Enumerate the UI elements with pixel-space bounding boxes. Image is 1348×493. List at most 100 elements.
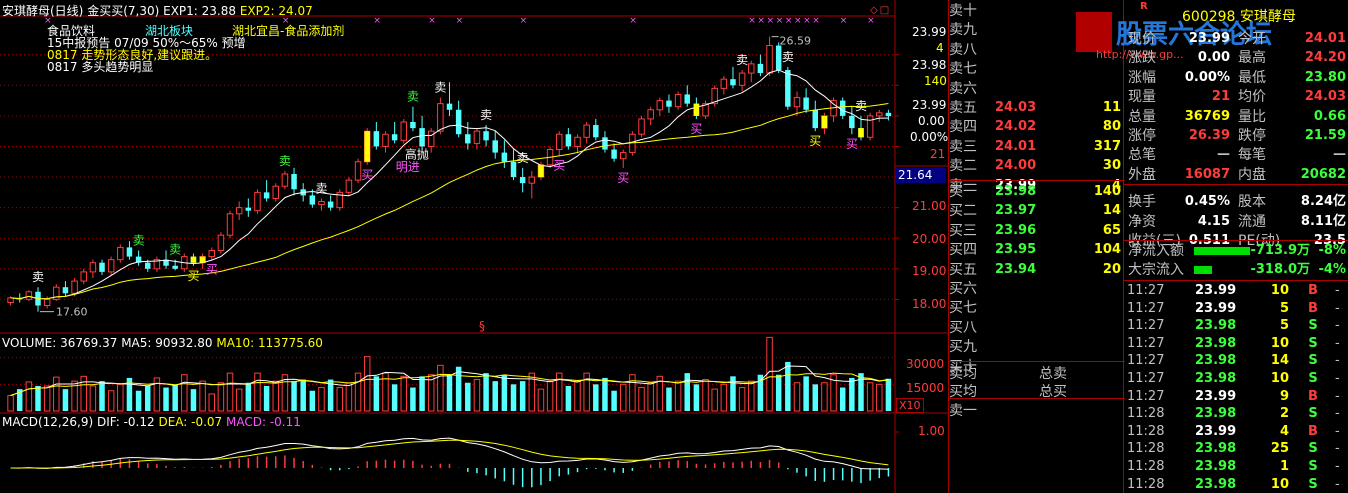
tick-price: 23.98 — [1195, 371, 1237, 386]
exp2-value: EXP2: 24.07 — [239, 4, 313, 18]
chart-header: 安琪酵母(日线) 金买买(7,30) EXP1: 23.88 EXP2: 24.… — [2, 2, 313, 19]
macd-dif: DIF: -0.12 — [96, 415, 155, 429]
candle-body-up — [647, 109, 654, 120]
volume-bar-up — [537, 388, 545, 412]
quote-label: PE(动) — [1238, 233, 1281, 249]
order-book-divider — [949, 180, 1125, 181]
bid-volume: 104 — [1093, 242, 1121, 258]
order-book-ask-row: 卖七 — [949, 60, 1125, 78]
tick-time: 11:28 — [1127, 441, 1165, 457]
candle-body-up — [702, 103, 709, 117]
quote-value: 4.15 — [1197, 213, 1230, 229]
candle-body-up — [71, 280, 78, 294]
tick-row: 11:27 23.99 10 B - — [1127, 282, 1348, 300]
signal-block — [190, 256, 197, 263]
buy-signal-label: 买 — [553, 159, 565, 173]
signal-block — [364, 131, 370, 162]
flow-row: 大宗流入 -318.0万 -4% — [1124, 261, 1348, 279]
tick-direction: B — [1308, 423, 1318, 439]
candle-body-down — [144, 262, 151, 269]
vol-axis-30000: 30000 — [906, 357, 945, 371]
candle-body-up — [583, 124, 590, 138]
volume-bar-up — [217, 382, 225, 412]
bid-level-label: 买八 — [949, 319, 977, 336]
volume-bar-up — [107, 390, 115, 412]
tick-volume: 4 — [1279, 423, 1289, 439]
ask-level-label: 卖五 — [949, 100, 977, 116]
axis-change-pct: 0.00% — [910, 130, 949, 144]
axis-change: 0.00 — [918, 114, 945, 128]
flow-pct: -4% — [1318, 262, 1346, 277]
bid-price: 23.97 — [995, 203, 1037, 219]
ask-volume: 317 — [1093, 138, 1121, 154]
quote-label: 股本 — [1238, 194, 1266, 211]
order-book-bid-row: 买九 — [949, 338, 1125, 356]
buy-signal-label: 买 — [690, 122, 702, 136]
order-book-bid-row: 买四 23.95 104 — [949, 241, 1125, 259]
section-mark: § — [479, 319, 485, 333]
candle-body-up — [89, 262, 97, 273]
advice-line-2: 0817 多头趋势明显 — [47, 60, 154, 74]
quote-label: 换手 — [1128, 194, 1156, 211]
volume-bar-up — [711, 388, 718, 412]
top-x-marker: × — [867, 16, 875, 26]
volume-bar-down — [126, 377, 133, 411]
volume-bar-up — [272, 380, 280, 412]
ask-price: 24.03 — [995, 100, 1037, 115]
order-book: 卖十 卖九 卖八 卖七 卖六 卖五 24.03 11 卖四 24.02 80 卖三 24.01 317 卖二… — [948, 0, 1125, 493]
sell-signal-label: 卖 — [407, 90, 419, 104]
sell-signal-label: 卖 — [169, 243, 181, 257]
candle-body-down — [391, 134, 398, 141]
quote-value: 24.20 — [1304, 50, 1346, 66]
quote-divider — [1124, 184, 1348, 185]
volume-bar-down — [684, 373, 690, 411]
window-controls[interactable]: ◇ □ — [870, 2, 894, 16]
volume-bar-down — [172, 385, 178, 411]
sell-signal-label: 卖 — [855, 99, 867, 113]
volume-bar-up — [318, 387, 325, 412]
tick-volume: 5 — [1279, 318, 1289, 334]
tick-volume: 9 — [1279, 388, 1289, 404]
candle-body-up — [25, 291, 33, 300]
volume-bar-up — [281, 374, 289, 412]
macd-dea-line — [10, 439, 889, 469]
tick-row: 11:27 23.99 9 B - — [1127, 388, 1348, 406]
candle-body-down — [135, 256, 142, 263]
tick-time: 11:27 — [1127, 353, 1165, 369]
tick-direction: S — [1308, 441, 1318, 457]
candle-body-up — [574, 136, 581, 147]
tick-volume: 10 — [1270, 335, 1289, 351]
quote-label: 现价 — [1128, 31, 1156, 47]
square-icon[interactable]: □ — [879, 5, 890, 16]
candle-body-down — [519, 177, 526, 184]
quote-row: 现量 21 均价 24.03 — [1124, 88, 1348, 106]
candle-body-down — [757, 63, 764, 74]
candle-body-down — [62, 287, 69, 294]
diamond-icon[interactable]: ◇ — [870, 5, 878, 16]
avg-buy-label: 买均 — [949, 384, 977, 400]
volume-bar-up — [638, 387, 645, 412]
candle-body-up — [208, 249, 215, 258]
candle-body-up — [254, 191, 261, 212]
signal-block — [858, 128, 864, 138]
buy-signal-label: 买 — [617, 171, 629, 185]
quote-label: 涨幅 — [1128, 69, 1156, 86]
ask-volume: 30 — [1102, 158, 1121, 174]
candle-body-up — [748, 63, 755, 74]
quote-label: 每笔 — [1238, 147, 1266, 164]
quote-label: 内盘 — [1238, 166, 1266, 183]
candle-body-up — [866, 115, 874, 138]
quote-label: 流通 — [1238, 213, 1266, 230]
candle-body-down — [263, 192, 270, 199]
ask-price: 24.02 — [995, 119, 1037, 135]
bid-level-label: 买一 — [949, 184, 977, 200]
avg-sell-label: 卖均 — [949, 366, 977, 382]
candle-body-up — [226, 213, 234, 236]
candle-body-down — [611, 149, 617, 159]
candle-body-up — [153, 259, 161, 270]
quote-value: 16087 — [1184, 166, 1230, 182]
volume-bar-up — [766, 336, 773, 412]
quote-label: 总量 — [1128, 108, 1156, 125]
top-x-marker: × — [629, 16, 637, 26]
